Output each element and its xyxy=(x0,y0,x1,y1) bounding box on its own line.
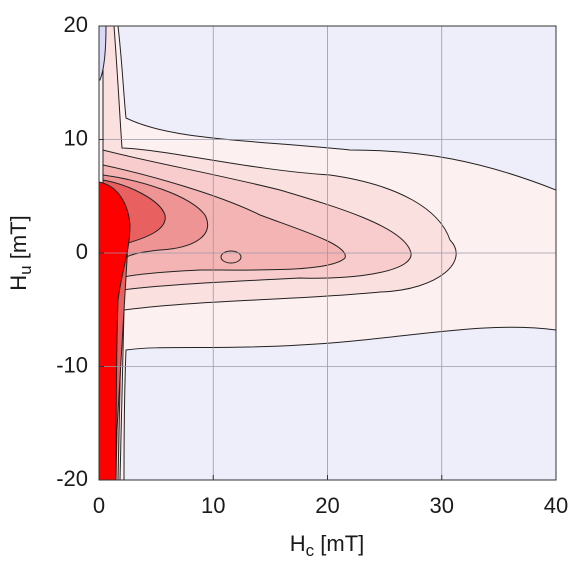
x-tick-label: 0 xyxy=(93,493,105,518)
x-axis-label: Hc [mT] xyxy=(290,531,365,561)
y-tick-label: 20 xyxy=(64,12,88,37)
x-tick-label: 40 xyxy=(544,493,568,518)
y-tick-label: 10 xyxy=(64,125,88,150)
y-tick-label: -20 xyxy=(56,466,88,491)
x-tick-label: 20 xyxy=(315,493,339,518)
plot-frame xyxy=(98,25,557,481)
x-tick-label: 30 xyxy=(430,493,454,518)
x-tick-label: 10 xyxy=(201,493,225,518)
y-tick-label: -10 xyxy=(56,352,88,377)
y-tick-label: 0 xyxy=(76,239,88,264)
y-axis-label: Hu [mT] xyxy=(6,215,36,290)
